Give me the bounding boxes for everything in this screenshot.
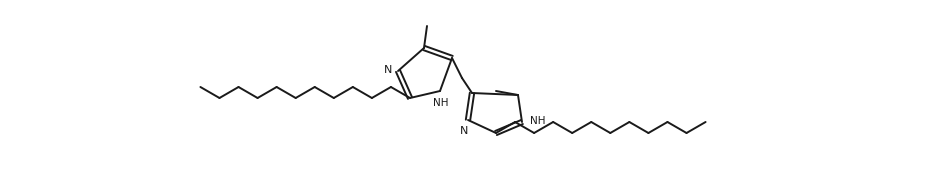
Text: NH: NH	[530, 116, 545, 126]
Text: N: N	[459, 126, 468, 136]
Text: N: N	[384, 65, 392, 75]
Text: NH: NH	[433, 98, 448, 108]
